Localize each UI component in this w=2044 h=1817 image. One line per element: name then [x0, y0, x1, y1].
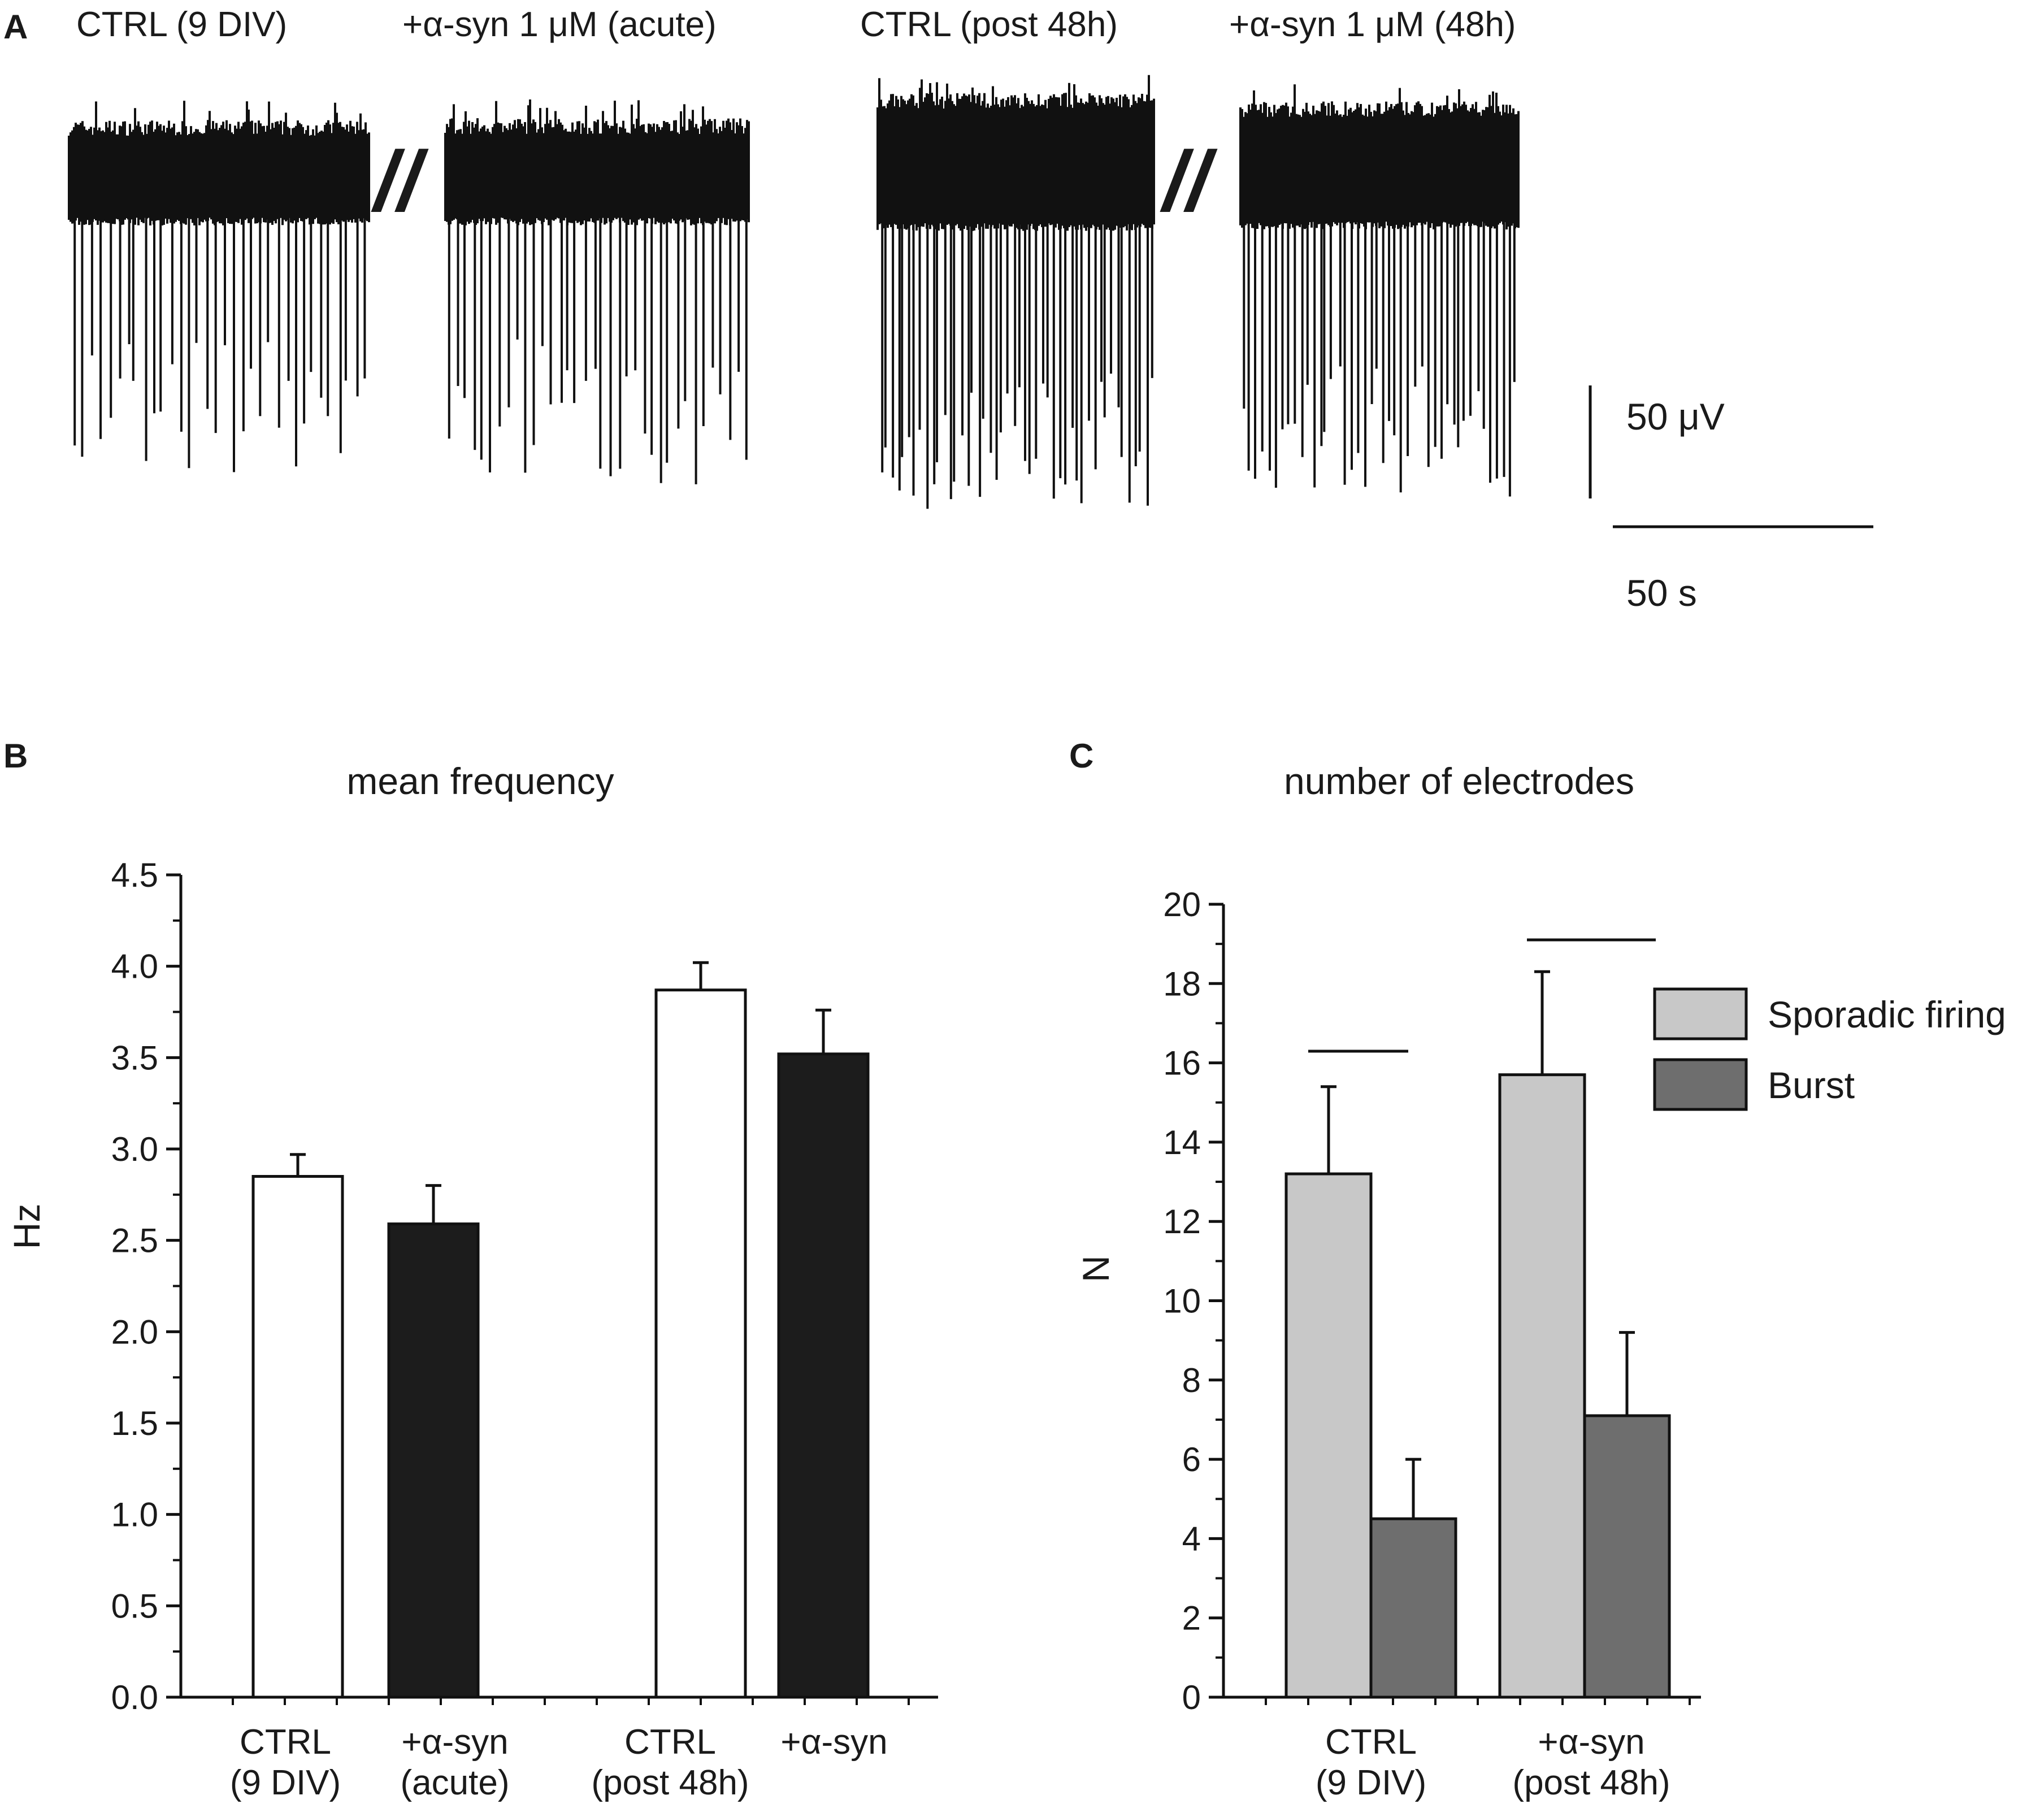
chart-b-x-tick-label: (9 DIV)	[230, 1763, 341, 1802]
chart-b-x-tick-label: (post 48h)	[591, 1763, 749, 1802]
chart-c-x-tick-label: +α-syn	[1538, 1723, 1644, 1762]
chart-c-plot: 0 2 4 6 8 10 12 14 16 18 20 Sporadic firing Burst CTR…	[1163, 886, 2006, 1802]
chart-b-y-tick-label: 4.0	[111, 948, 158, 986]
chart-b-y-tick-label: 2.0	[111, 1313, 158, 1351]
panel-c: C number of electrodes N 0 2 4 6 8 10 12 14 16 18…	[1069, 737, 2006, 1802]
chart-c-x-tick-label: CTRL	[1325, 1723, 1417, 1762]
chart-c-bar	[1284, 1172, 1373, 1699]
scale-bar-time-label: 50 s	[1626, 572, 1697, 614]
chart-b-y-axis-label: Hz	[6, 1204, 47, 1250]
chart-c-legend-swatch	[1653, 1058, 1748, 1111]
trace-break-mark-2: //	[1160, 133, 1218, 228]
chart-c-title: number of electrodes	[1284, 760, 1634, 802]
chart-c-bar	[1498, 1073, 1586, 1699]
chart-b-bar	[777, 1052, 870, 1699]
chart-c-y-tick-label: 2	[1182, 1599, 1201, 1637]
chart-c-bar	[1369, 1517, 1457, 1699]
chart-b-y-tick-label: 4.5	[111, 856, 158, 894]
chart-c-y-tick-label: 6	[1182, 1441, 1201, 1478]
chart-c-bar	[1583, 1414, 1671, 1699]
chart-c-legend-swatch	[1653, 987, 1748, 1040]
chart-b-x-tick-label: CTRL	[624, 1723, 716, 1762]
spike-traces	[68, 75, 1520, 509]
chart-c-y-tick-label: 8	[1182, 1361, 1201, 1399]
chart-c-x-tick-label: (post 48h)	[1512, 1763, 1670, 1802]
chart-b-x-tick-label: +α-syn	[780, 1723, 887, 1762]
panel-a-letter: A	[3, 8, 28, 46]
chart-b-bar	[654, 988, 747, 1699]
trace-block-2	[444, 99, 750, 484]
chart-b-title: mean frequency	[346, 760, 614, 802]
chart-c-y-tick-label: 14	[1163, 1124, 1201, 1161]
panel-b: B mean frequency Hz 0.0 0.5 1.0 1.5 2.0 2.5 3.…	[3, 737, 938, 1802]
scale-bar-voltage-label: 50 μV	[1626, 396, 1725, 437]
trace-header-ctrl-9div: CTRL (9 DIV)	[76, 5, 287, 44]
chart-b-y-tick-label: 3.5	[111, 1039, 158, 1077]
chart-c-y-tick-label: 16	[1163, 1044, 1201, 1082]
chart-c-y-tick-label: 12	[1163, 1203, 1201, 1241]
chart-b-bar	[387, 1222, 480, 1699]
trace-block-3	[876, 75, 1155, 509]
chart-c-y-tick-label: 0	[1182, 1679, 1201, 1716]
chart-c-y-tick-label: 18	[1163, 965, 1201, 1003]
chart-c-y-tick-label: 20	[1163, 886, 1201, 923]
panel-b-letter: B	[3, 737, 28, 775]
chart-b-y-tick-label: 2.5	[111, 1222, 158, 1260]
chart-b-x-tick-label: +α-syn	[401, 1723, 508, 1762]
chart-c-y-tick-label: 4	[1182, 1520, 1201, 1558]
chart-b-y-tick-label: 1.5	[111, 1404, 158, 1442]
chart-b-y-tick-label: 1.0	[111, 1496, 158, 1534]
trace-header-asyn-acute: +α-syn 1 μM (acute)	[402, 5, 717, 44]
chart-b-x-tick-label: CTRL	[240, 1723, 331, 1762]
chart-c-legend-label: Burst	[1768, 1064, 1855, 1106]
chart-c-x-tick-label: (9 DIV)	[1316, 1763, 1426, 1802]
chart-b-y-tick-label: 0.5	[111, 1587, 158, 1625]
panel-c-letter: C	[1069, 737, 1093, 775]
chart-c-y-axis-label: N	[1075, 1255, 1117, 1282]
trace-header-asyn-48h: +α-syn 1 μM (48h)	[1229, 5, 1516, 44]
trace-block-4	[1239, 84, 1520, 497]
trace-break-mark-1: //	[371, 133, 429, 228]
chart-b-y-tick-label: 3.0	[111, 1130, 158, 1168]
chart-b-bar	[251, 1175, 344, 1699]
chart-b-x-tick-label: (acute)	[401, 1763, 510, 1802]
trace-header-ctrl-post48h: CTRL (post 48h)	[860, 5, 1118, 44]
chart-c-y-tick-label: 10	[1163, 1282, 1201, 1320]
trace-block-1	[68, 101, 370, 472]
chart-b-y-tick-label: 0.0	[111, 1679, 158, 1716]
panel-a: A CTRL (9 DIV) +α-syn 1 μM (acute) CTRL …	[3, 5, 1873, 614]
chart-c-legend-label: Sporadic firing	[1768, 994, 2006, 1035]
